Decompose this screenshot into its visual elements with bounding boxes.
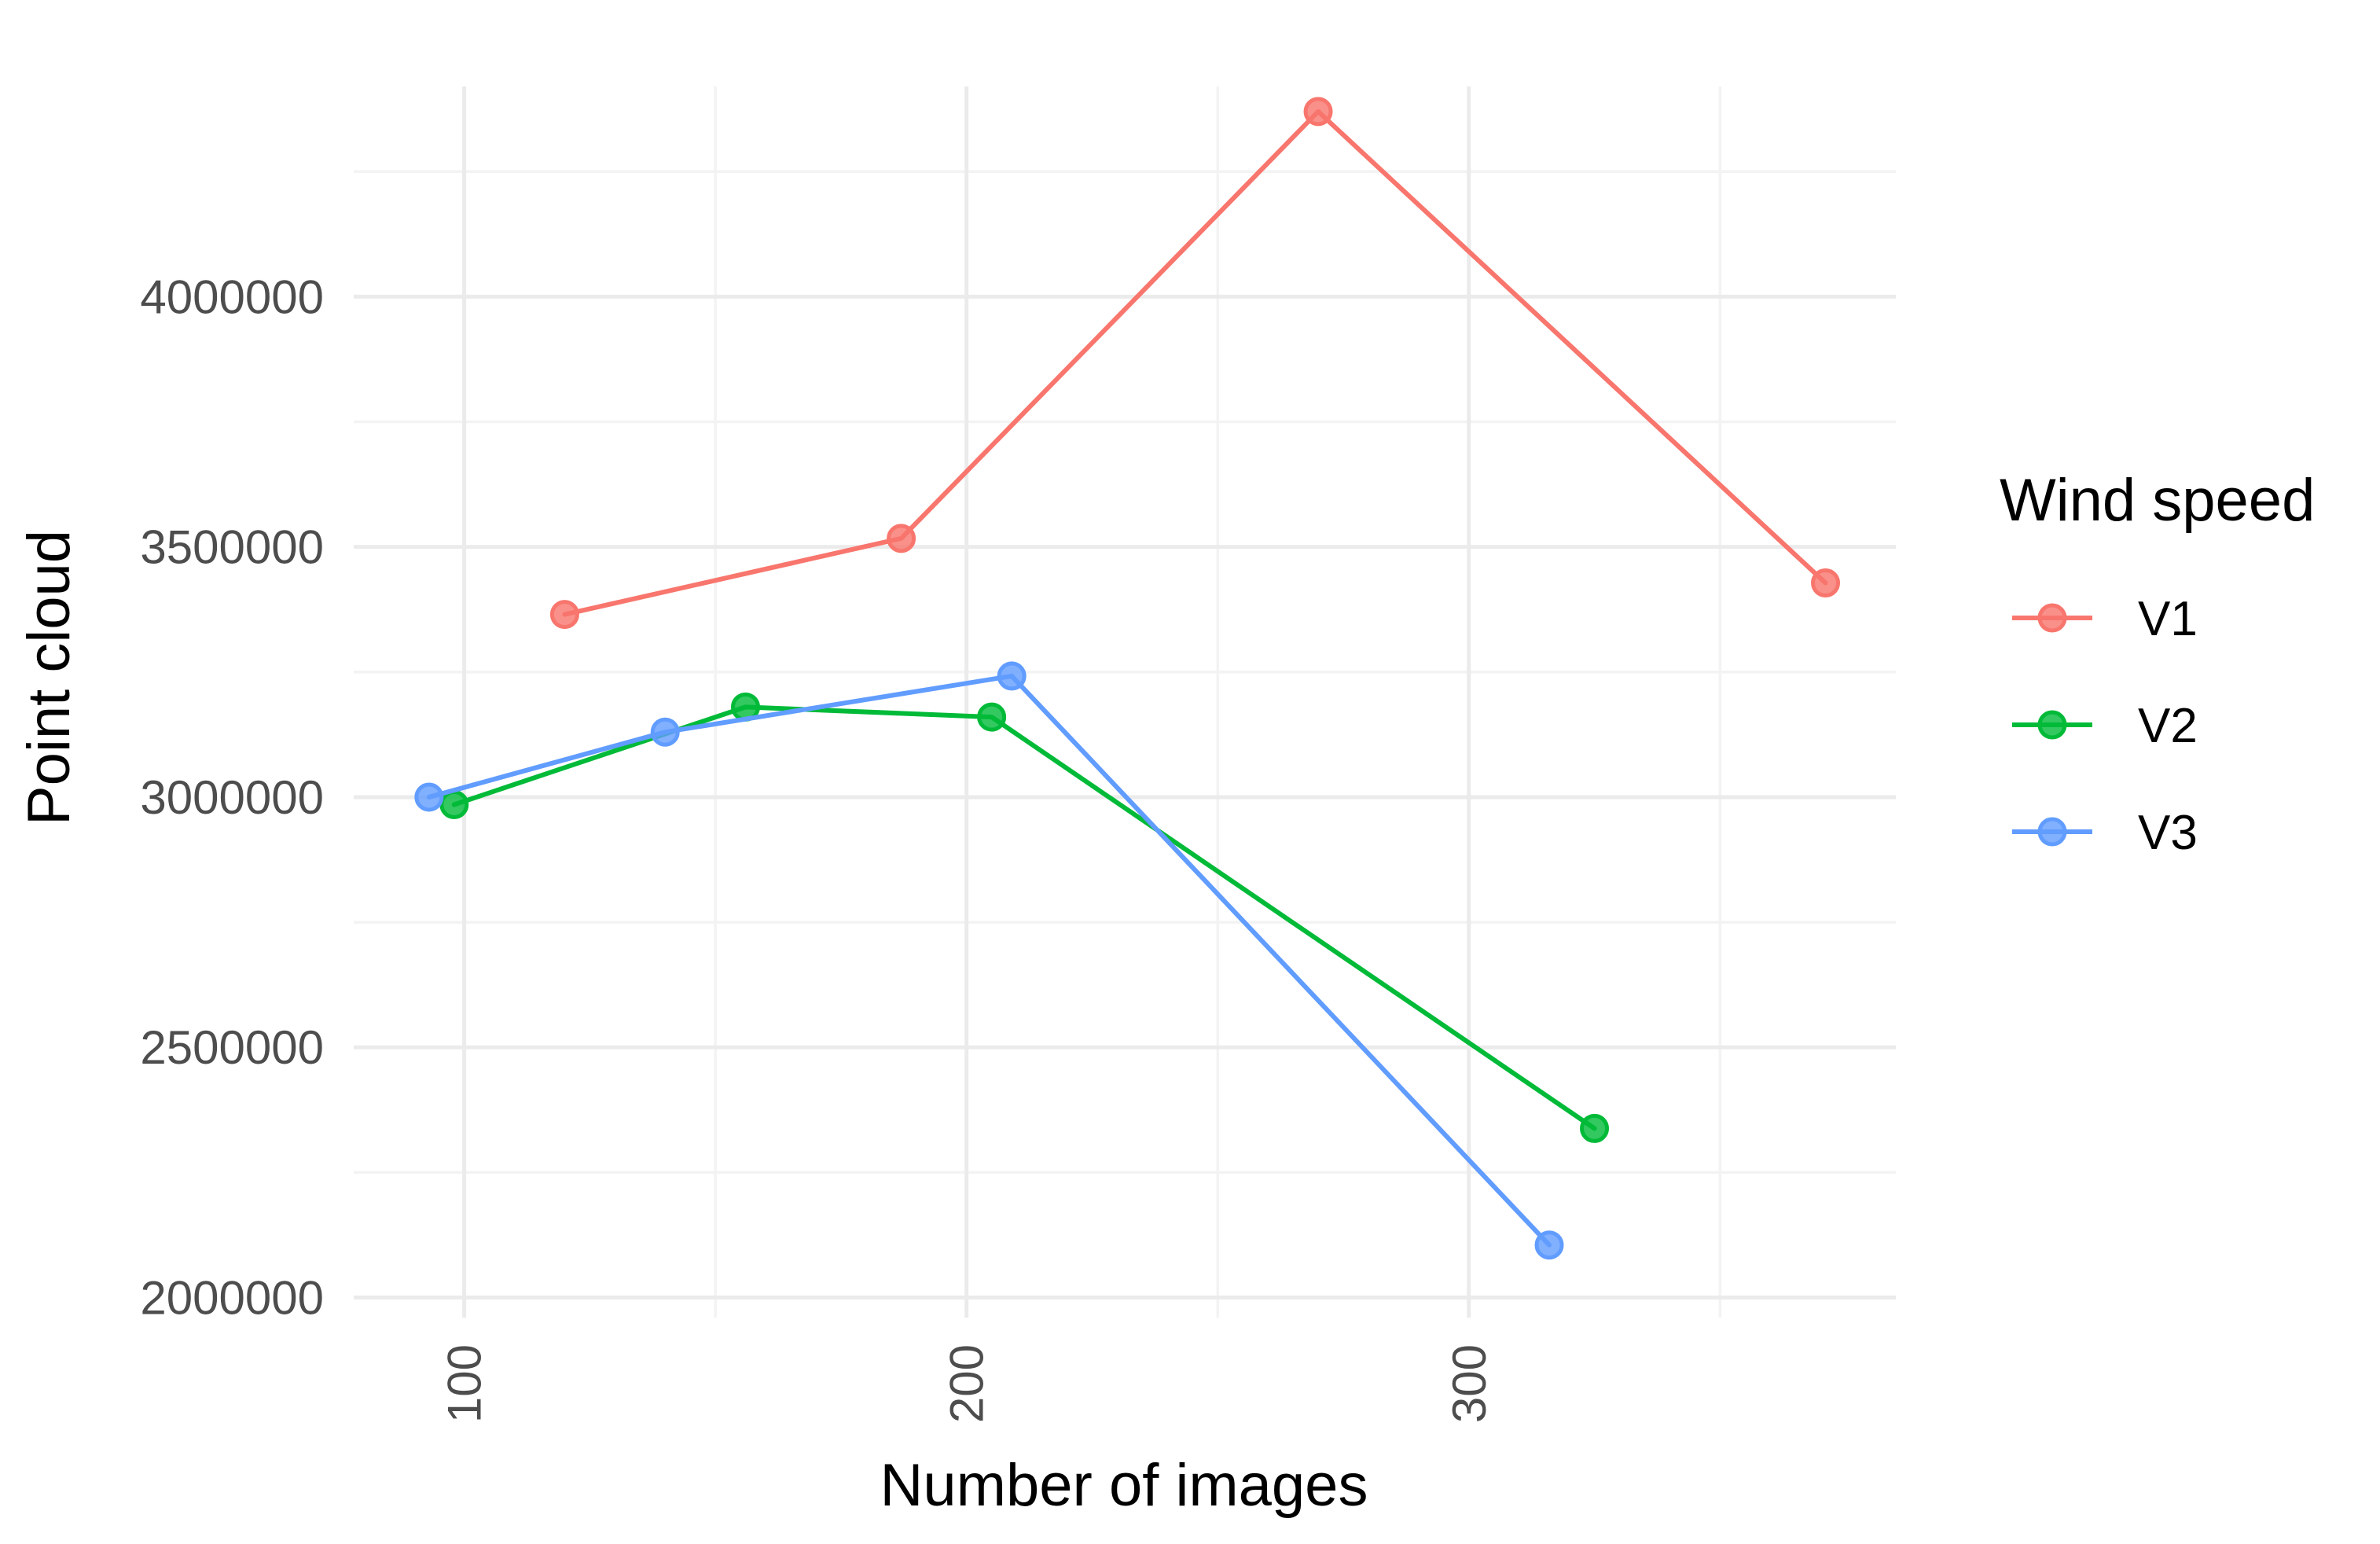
- grid-layer: [354, 86, 1896, 1318]
- data-point: [1811, 568, 1841, 597]
- series-line: [562, 108, 1828, 617]
- data-point: [439, 790, 469, 819]
- x-tick-label: 200: [941, 1344, 994, 1423]
- data-point: [650, 717, 680, 747]
- series-layer: [414, 97, 1841, 1260]
- legend-item-v1: V1: [2012, 592, 2198, 646]
- series-v2: [439, 692, 1610, 1143]
- legend: Wind speed V1 V2 V3: [2000, 467, 2315, 860]
- legend-key-point: [2037, 710, 2067, 740]
- legend-label: V2: [2138, 699, 2198, 753]
- x-tick-label: 100: [439, 1344, 491, 1423]
- y-tick-label: 3000000: [140, 771, 324, 824]
- x-axis-title: Number of images: [880, 1452, 1368, 1519]
- data-point: [549, 600, 579, 630]
- data-point: [887, 524, 916, 553]
- data-point: [414, 782, 444, 812]
- legend-items: V1 V2 V3: [2012, 592, 2198, 860]
- legend-label: V3: [2138, 806, 2198, 860]
- data-point: [1534, 1230, 1564, 1260]
- data-point: [977, 702, 1007, 732]
- legend-key-point: [2037, 817, 2067, 847]
- data-point: [1580, 1113, 1610, 1143]
- y-tick-label: 4000000: [140, 270, 324, 323]
- legend-key-point: [2037, 603, 2067, 633]
- series-v3: [414, 661, 1564, 1260]
- y-tick-label: 3500000: [140, 521, 324, 574]
- legend-item-v2: V2: [2012, 699, 2198, 753]
- series-v1: [549, 97, 1841, 630]
- legend-title: Wind speed: [2000, 467, 2315, 534]
- x-axis-tick-labels: 100 200 300: [439, 1344, 1496, 1423]
- legend-label: V1: [2138, 592, 2198, 646]
- x-tick-label: 300: [1443, 1344, 1496, 1423]
- y-tick-label: 2500000: [140, 1021, 324, 1074]
- series-line: [451, 704, 1597, 1131]
- series-line: [426, 673, 1552, 1248]
- y-axis-tick-labels: 2000000 2500000 3000000 3500000 4000000: [140, 270, 324, 1324]
- y-tick-label: 2000000: [140, 1272, 324, 1325]
- legend-item-v3: V3: [2012, 806, 2198, 860]
- y-axis-title: Point cloud: [16, 530, 83, 825]
- data-point: [997, 661, 1027, 691]
- data-point: [1303, 97, 1333, 127]
